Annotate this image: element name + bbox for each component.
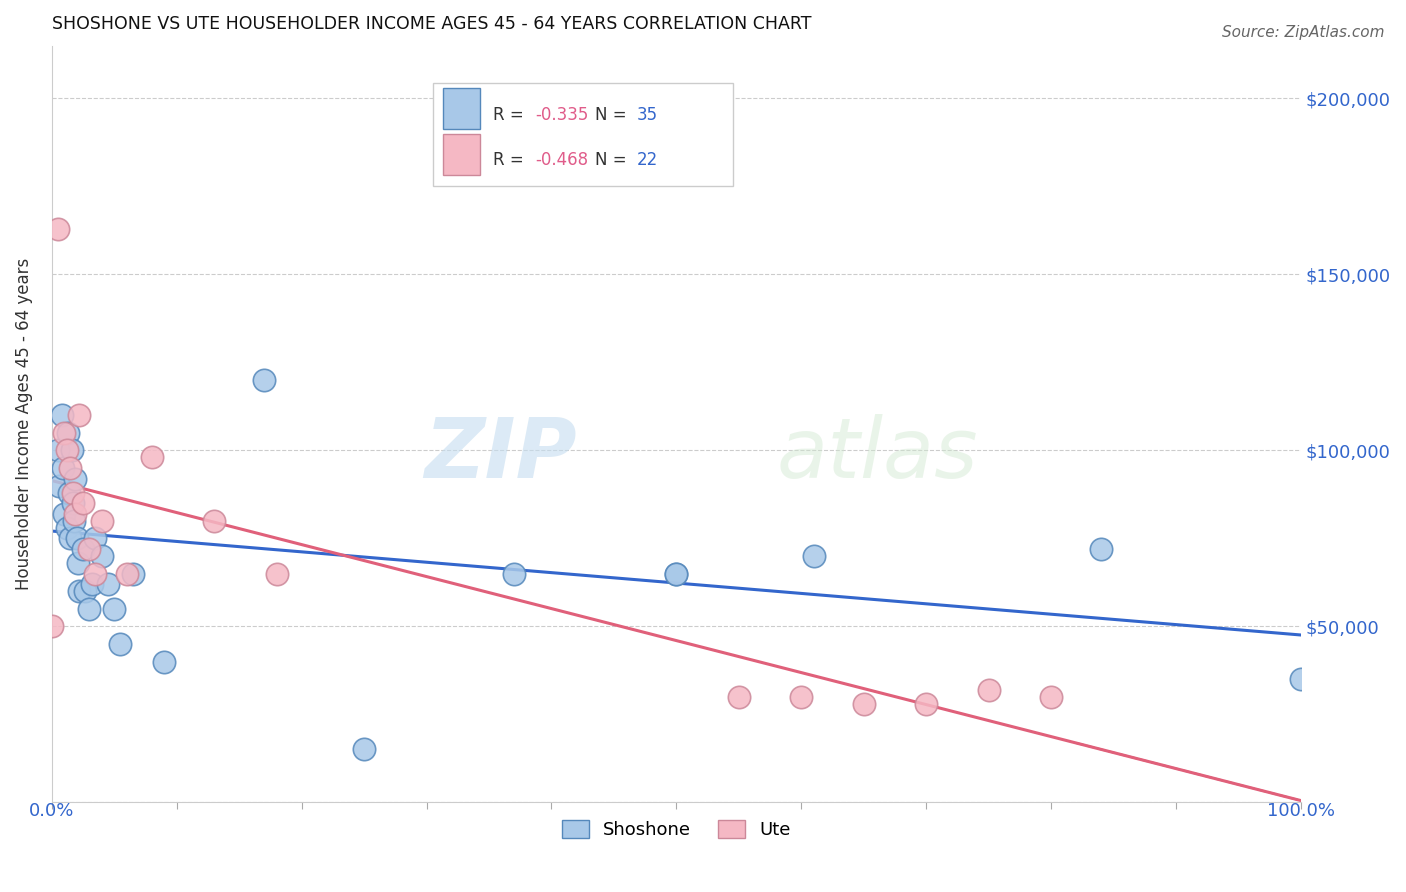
- Point: [56, 425, 79, 440]
- Text: R =: R =: [492, 151, 529, 169]
- Text: N =: N =: [595, 106, 633, 124]
- Point: [65, 507, 87, 521]
- Point: [66, 532, 89, 546]
- Point: [803, 549, 825, 563]
- Text: R =: R =: [492, 106, 529, 124]
- Point: [58, 485, 80, 500]
- Point: [53, 507, 76, 521]
- Point: [48, 478, 70, 492]
- Point: [665, 566, 688, 581]
- Point: [51, 408, 73, 422]
- Point: [77, 541, 100, 556]
- Point: [66, 556, 89, 570]
- Point: [90, 549, 112, 563]
- Point: [97, 577, 120, 591]
- Text: -0.468: -0.468: [536, 151, 588, 169]
- Point: [253, 373, 276, 387]
- Point: [1289, 672, 1312, 686]
- Point: [67, 584, 90, 599]
- Point: [62, 485, 84, 500]
- Point: [790, 690, 813, 704]
- Text: ZIP: ZIP: [423, 414, 576, 495]
- Point: [75, 584, 97, 599]
- Text: N =: N =: [595, 151, 633, 169]
- Point: [503, 566, 526, 581]
- Point: [67, 408, 90, 422]
- Point: [103, 601, 125, 615]
- Point: [53, 425, 76, 440]
- Y-axis label: Householder Income Ages 45 - 64 years: Householder Income Ages 45 - 64 years: [15, 258, 32, 591]
- Point: [55, 521, 77, 535]
- Bar: [443, 134, 481, 176]
- Point: [122, 566, 145, 581]
- Point: [665, 566, 688, 581]
- Point: [46, 221, 69, 235]
- Point: [72, 496, 94, 510]
- Point: [52, 461, 75, 475]
- Point: [77, 601, 100, 615]
- Point: [266, 566, 288, 581]
- Point: [84, 532, 107, 546]
- Point: [1090, 541, 1112, 556]
- Point: [80, 577, 103, 591]
- Text: SHOSHONE VS UTE HOUSEHOLDER INCOME AGES 45 - 64 YEARS CORRELATION CHART: SHOSHONE VS UTE HOUSEHOLDER INCOME AGES …: [52, 15, 811, 33]
- Point: [1040, 690, 1063, 704]
- Point: [915, 697, 938, 711]
- Point: [59, 532, 82, 546]
- Bar: [443, 87, 481, 129]
- Point: [62, 496, 84, 510]
- Point: [63, 514, 86, 528]
- Point: [90, 514, 112, 528]
- Point: [852, 697, 875, 711]
- Text: 35: 35: [637, 106, 658, 124]
- Point: [353, 742, 375, 756]
- Text: atlas: atlas: [776, 414, 979, 495]
- Point: [202, 514, 225, 528]
- Point: [65, 471, 87, 485]
- Text: 22: 22: [637, 151, 658, 169]
- Point: [727, 690, 749, 704]
- Point: [153, 655, 176, 669]
- FancyBboxPatch shape: [433, 84, 733, 186]
- Point: [115, 566, 138, 581]
- Legend: Shoshone, Ute: Shoshone, Ute: [554, 813, 799, 847]
- Point: [977, 682, 1000, 697]
- Point: [46, 443, 69, 458]
- Text: -0.335: -0.335: [536, 106, 589, 124]
- Point: [41, 619, 63, 633]
- Point: [84, 566, 107, 581]
- Point: [72, 541, 94, 556]
- Point: [55, 443, 77, 458]
- Point: [60, 443, 83, 458]
- Point: [141, 450, 163, 465]
- Point: [59, 461, 82, 475]
- Point: [110, 637, 132, 651]
- Text: 100.0%: 100.0%: [1267, 802, 1336, 821]
- Text: Source: ZipAtlas.com: Source: ZipAtlas.com: [1222, 25, 1385, 40]
- Text: 0.0%: 0.0%: [30, 802, 75, 821]
